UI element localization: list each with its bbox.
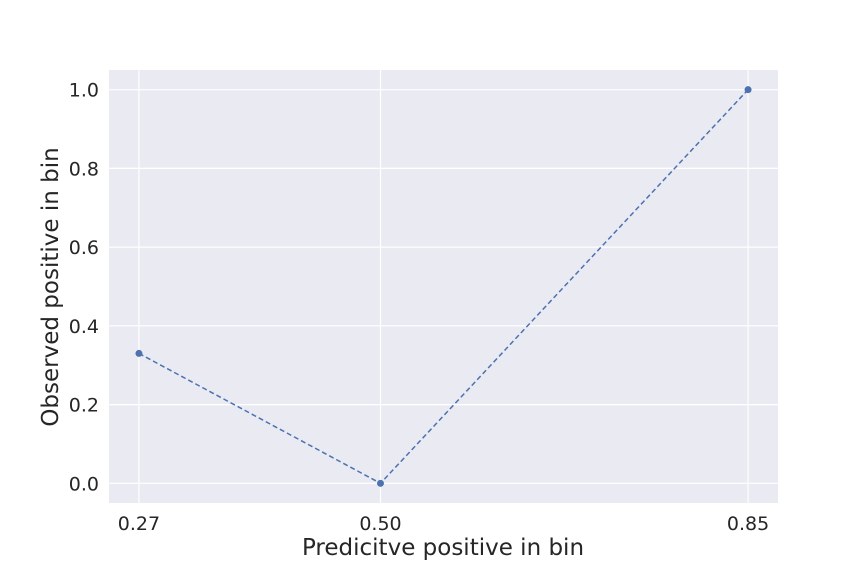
y-tick-label: 0.8 — [69, 158, 99, 180]
y-gridlines — [109, 89, 778, 484]
series-layer — [135, 86, 752, 487]
plot-area — [109, 70, 778, 503]
data-point — [744, 86, 752, 94]
data-point — [376, 479, 384, 487]
y-tick-label: 0.4 — [69, 316, 99, 338]
x-tick-label: 0.85 — [727, 513, 769, 535]
x-gridlines — [138, 70, 749, 503]
x-tick-labels: 0.27 0.50 0.85 — [118, 513, 769, 535]
x-tick-label: 0.27 — [118, 513, 160, 535]
y-tick-label: 0.6 — [69, 237, 99, 259]
y-tick-label: 0.2 — [69, 395, 99, 417]
x-tick-label: 0.50 — [359, 513, 401, 535]
y-axis-label: Observed positive in bin — [38, 147, 64, 426]
y-tick-label: 0.0 — [69, 473, 99, 495]
data-point — [135, 349, 143, 357]
y-tick-labels: 0.0 0.2 0.4 0.6 0.8 1.0 — [69, 80, 99, 496]
x-axis-label: Predicitve positive in bin — [302, 535, 584, 561]
y-tick-label: 1.0 — [69, 80, 99, 102]
